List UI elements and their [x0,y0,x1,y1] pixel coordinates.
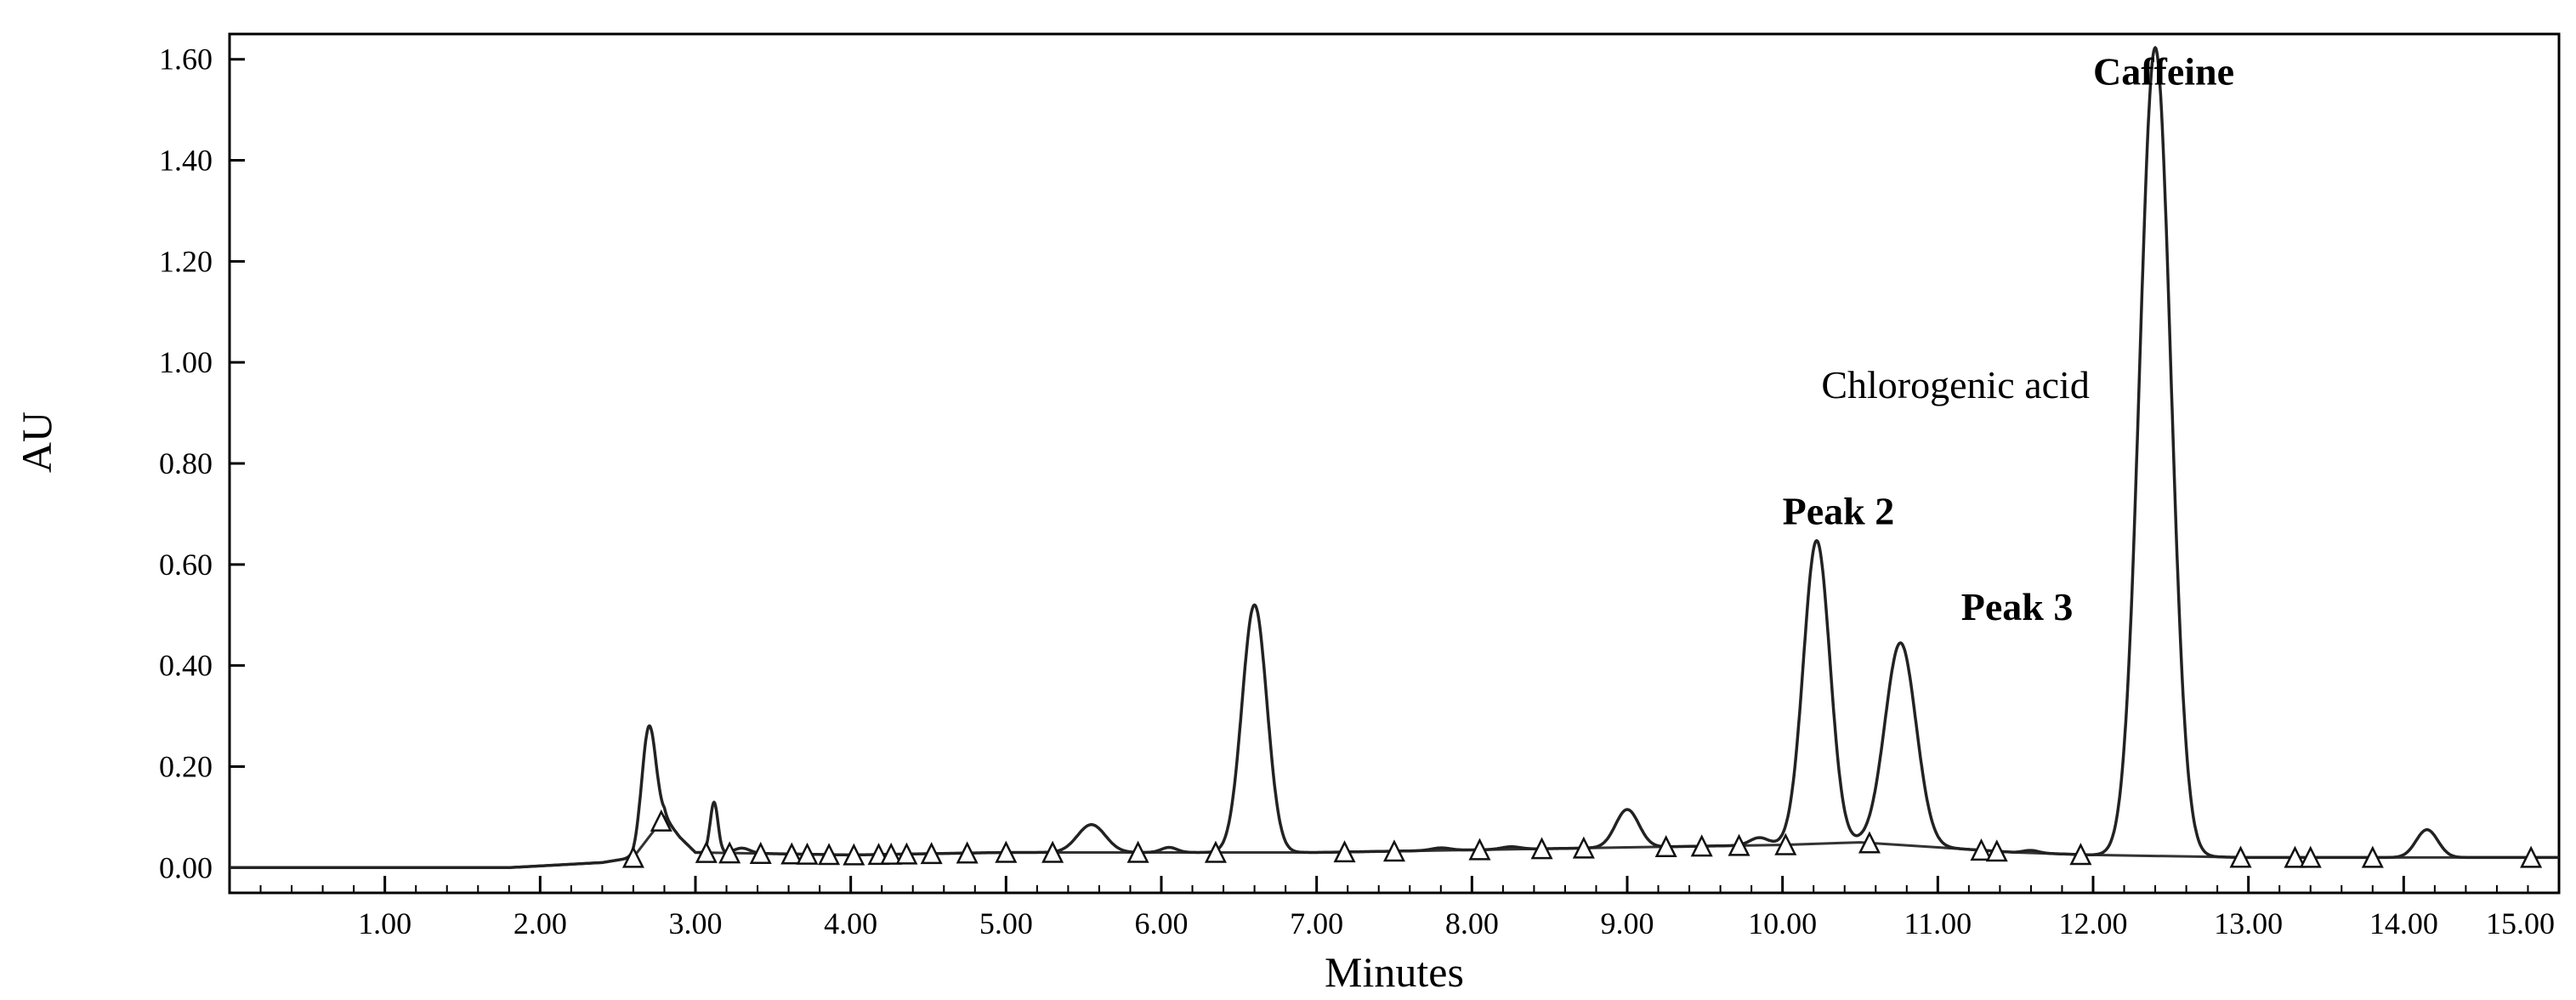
y-tick-label: 1.20 [159,244,213,278]
integration-marker [2284,845,2306,868]
chromatogram-lines [229,46,2560,870]
signal-line [229,46,2560,870]
integration-marker [718,841,741,864]
integration-marker [780,842,803,865]
peak-annotation: Chlorogenic acid [1821,363,2090,406]
integration-marker [956,841,979,864]
y-tick-label: 1.00 [159,345,213,379]
integration-marker [749,841,772,864]
integration-marker [920,842,943,865]
integration-marker [1126,840,1149,863]
integration-marker [2069,843,2092,866]
x-tick-label: 12.00 [2059,906,2128,940]
y-axis-ticks: 0.00 0.20 0.40 0.60 0.80 1.00 1.20 1.40 1.60 [159,43,245,884]
integration-marker [880,842,903,865]
integration-marker [1654,834,1677,858]
y-tick-label: 0.00 [159,850,213,884]
x-tick-label: 6.00 [1135,906,1189,940]
integration-marker [2520,845,2543,868]
y-tick-label: 1.40 [159,144,213,178]
integration-marker [1728,833,1750,856]
x-tick-label: 5.00 [979,906,1033,940]
x-tick-label: 9.00 [1601,906,1654,940]
integration-marker [1572,836,1595,859]
integration-marker [2299,845,2322,868]
x-tick-label: 11.00 [1904,906,1972,940]
x-tick-label: 3.00 [669,906,723,940]
y-tick-label: 0.40 [159,649,213,683]
integration-marker [1690,834,1713,857]
x-tick-label: 14.00 [2369,906,2438,940]
integration-marker [1530,837,1553,860]
plot-frame [228,32,2561,895]
y-tick-label: 1.60 [159,43,213,77]
integration-marker [1333,840,1356,863]
integration-marker [1774,832,1797,855]
y-tick-label: 0.60 [159,548,213,582]
x-tick-label: 15.00 [2486,906,2555,940]
integration-marker [995,840,1018,863]
integration-marker [621,845,644,868]
x-tick-label: 13.00 [2214,906,2283,940]
integration-marker [1858,831,1881,854]
x-tick-label: 1.00 [358,906,411,940]
peak-annotation: Caffeine [2093,49,2234,93]
y-axis-title: AU [13,412,60,473]
integration-marker [796,842,819,865]
integration-marker [1382,839,1406,862]
integration-marker [895,842,918,865]
peak-annotation: Peak 2 [1783,489,1895,532]
x-tick-label: 2.00 [513,906,567,940]
integration-marker [1204,840,1227,863]
integration-marker [695,840,718,863]
integration-marker [2229,845,2252,868]
integration-marker [1985,839,2008,862]
integration-marker [650,809,672,832]
integration-marker [2361,845,2384,868]
y-tick-label: 0.20 [159,749,213,783]
x-tick-label: 8.00 [1445,906,1499,940]
x-tick-label: 4.00 [824,906,877,940]
x-axis-ticks: 1.00 2.00 3.00 4.00 5.00 6.00 7.00 8.00 9.00 10.0… [259,876,2561,940]
integration-marker [818,843,841,866]
integration-marker [1041,840,1064,863]
x-tick-label: 7.00 [1290,906,1343,940]
y-tick-label: 0.80 [159,446,213,480]
integration-marker [843,843,865,866]
peak-annotations: Caffeine Chlorogenic acid Peak 2 Peak 3 [1783,49,2234,628]
x-axis-title: Minutes [1325,948,1464,996]
peak-annotation: Peak 3 [1961,585,2074,628]
integration-markers [621,809,2543,868]
integration-marker [1970,838,1993,861]
x-tick-label: 10.00 [1748,906,1817,940]
integration-marker [1468,838,1491,861]
